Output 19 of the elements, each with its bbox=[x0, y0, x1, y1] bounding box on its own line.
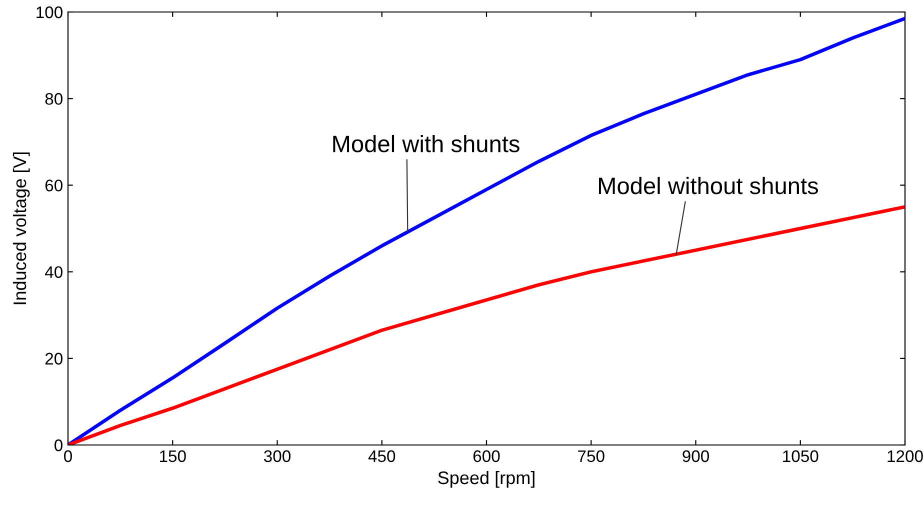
annotation: Model with shunts bbox=[333, 134, 520, 152]
y-tick-label: 60 bbox=[45, 180, 62, 192]
x-tick-label: 750 bbox=[578, 450, 604, 462]
annotation: Model without shunts bbox=[598, 176, 818, 194]
x-tick-label: 1050 bbox=[783, 450, 818, 462]
x-tick-label: 1200 bbox=[888, 450, 923, 462]
y-tick-label: 20 bbox=[45, 352, 62, 365]
y-tick-label: 100 bbox=[36, 6, 62, 18]
x-axis-title: Speed [rpm] bbox=[438, 470, 534, 488]
x-tick-label: 900 bbox=[682, 450, 710, 462]
x-tick-label: 450 bbox=[368, 450, 396, 462]
x-tick-label: 150 bbox=[160, 450, 186, 462]
y-tick-label: 0 bbox=[54, 439, 62, 452]
x-tick-label: 300 bbox=[264, 450, 291, 462]
x-tick-label: 0 bbox=[64, 450, 72, 462]
x-tick-label: 600 bbox=[473, 450, 500, 462]
y-tick-label: 40 bbox=[44, 266, 62, 278]
y-tick-label: 80 bbox=[45, 93, 62, 105]
y-axis-title: Induced voltage [V] bbox=[12, 152, 30, 304]
